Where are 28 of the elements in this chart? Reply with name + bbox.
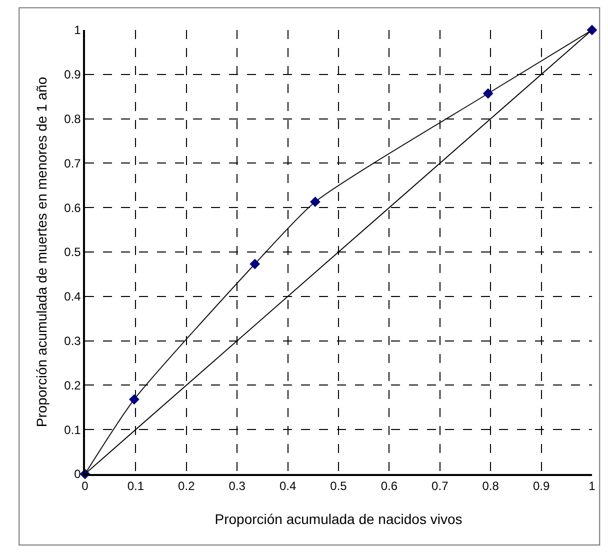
y-tick-label: 0.3 (64, 334, 82, 348)
y-tick-label: 0.2 (64, 378, 82, 392)
x-axis-title: Proporción acumulada de nacidos vivos (214, 510, 462, 527)
x-tick-label: 0.9 (532, 479, 550, 494)
y-tick-label: 0.6 (64, 200, 82, 215)
point (482, 88, 494, 99)
x-tick-label: 0.8 (482, 479, 500, 494)
x-tick-label: 0.6 (380, 479, 398, 494)
x-tick-label: 0.2 (178, 479, 196, 494)
y-axis-title: Proporción acumulada de muertes en menores de 1 año (33, 76, 50, 428)
y-tick-label: 0.8 (64, 112, 82, 126)
x-tick-label: 0.5 (330, 479, 348, 494)
point (586, 24, 598, 36)
y-tick-label: 0.7 (64, 156, 82, 170)
point (128, 394, 140, 405)
x-tick-label: 0.3 (228, 479, 246, 494)
y-tick-label: 0.1 (64, 422, 82, 437)
y-tick-label: 0.4 (64, 290, 82, 304)
x-tick-label: 0.7 (432, 479, 449, 494)
y-tick-label: 0.9 (64, 68, 82, 82)
x-tick-label: 0.4 (279, 479, 296, 494)
point (310, 196, 320, 208)
y-tick-label: 1 (74, 23, 82, 38)
y-tick-label: 0 (74, 467, 82, 482)
x-tick-label: 1 (588, 479, 596, 494)
x-tick-label: 0.1 (127, 479, 144, 494)
y-tick-label: 0.5 (64, 245, 82, 260)
point (250, 258, 260, 270)
